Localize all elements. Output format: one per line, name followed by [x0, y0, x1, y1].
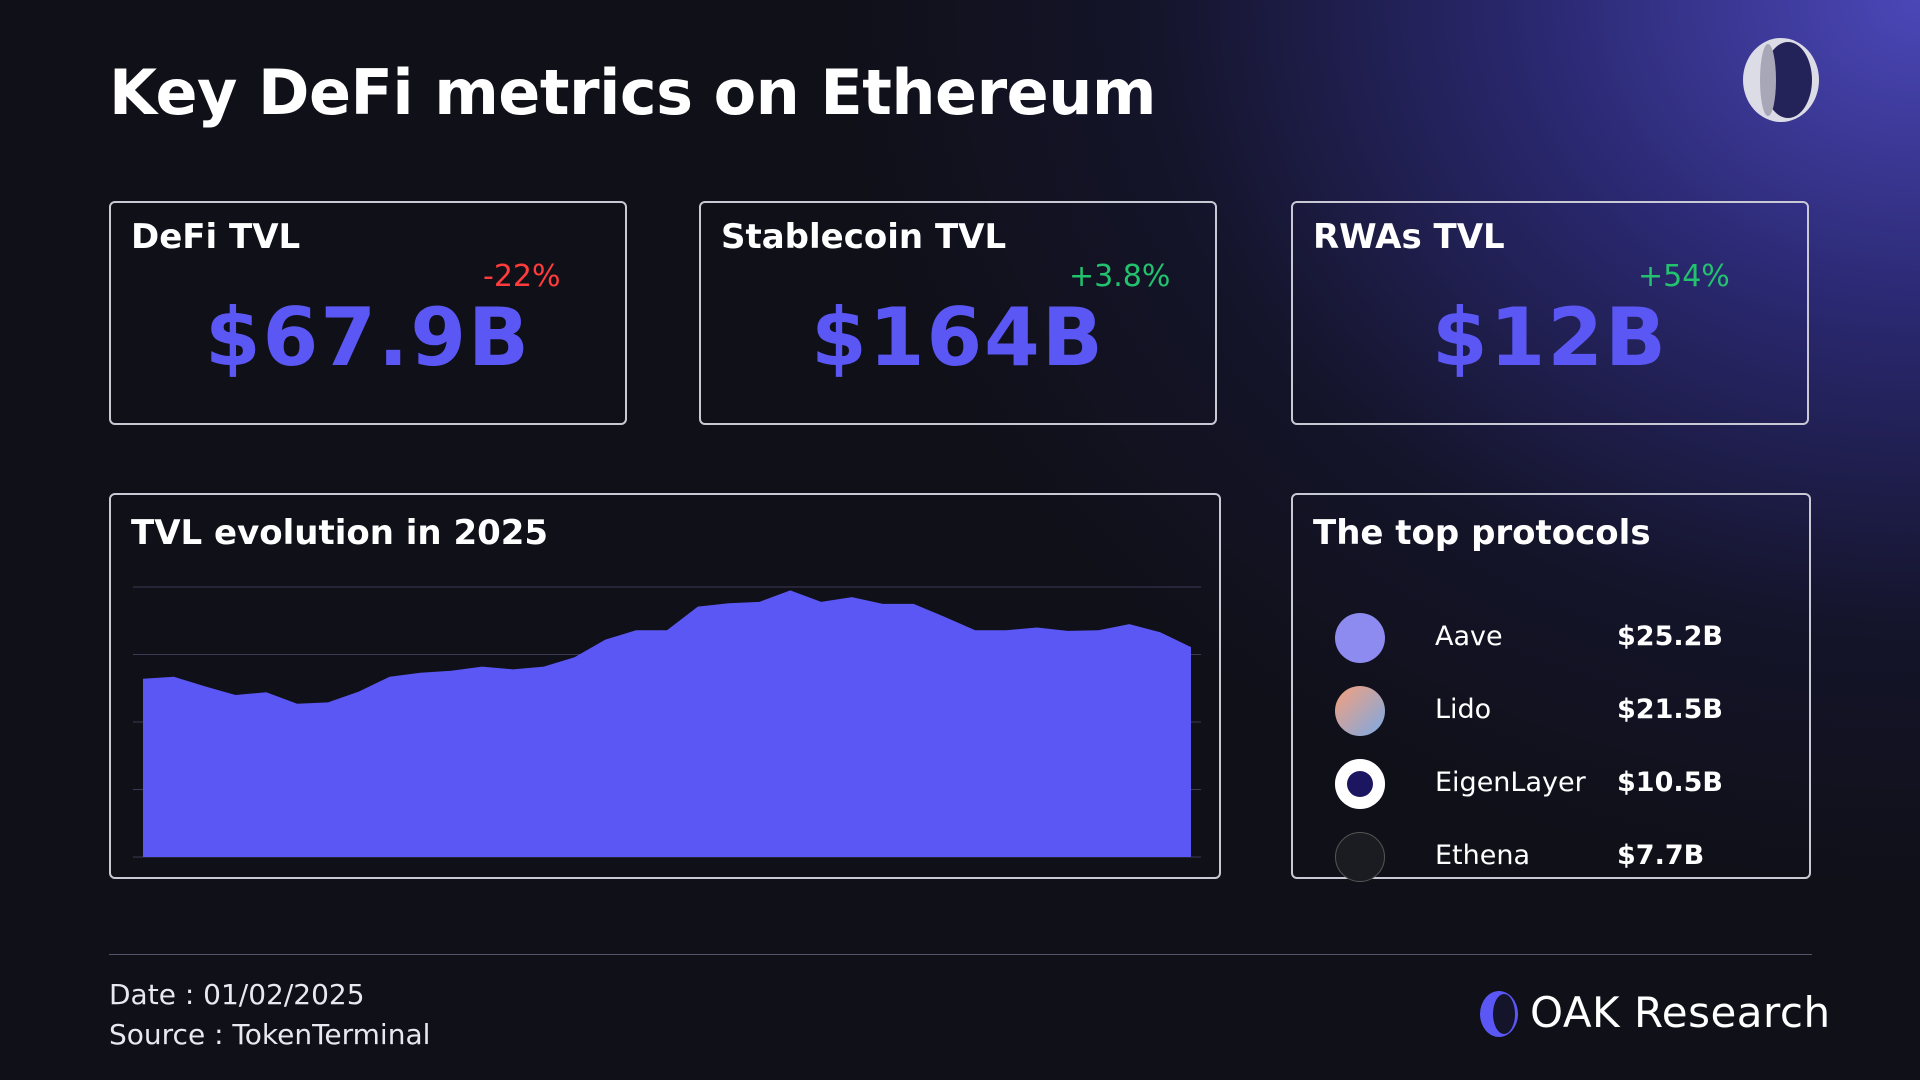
protocol-name: Ethena: [1435, 840, 1531, 871]
card-change: +54%: [1638, 259, 1730, 294]
protocol-name: Lido: [1435, 694, 1492, 725]
protocol-icon: [1335, 686, 1385, 736]
card-label: RWAs TVL: [1313, 217, 1505, 257]
metric-card: RWAs TVL +54% $12B: [1291, 201, 1809, 425]
chart: [133, 586, 1201, 858]
protocols-panel: The top protocols Aave $25.2B Lido $21.5…: [1291, 493, 1811, 882]
card-value: $164B: [811, 291, 1105, 384]
page-title: Key DeFi metrics on Ethereum: [109, 56, 1156, 129]
metric-card: DeFi TVL -22% $67.9B: [109, 201, 627, 425]
protocol-name: Aave: [1435, 621, 1503, 652]
protocol-value: $7.7B: [1617, 840, 1705, 871]
logo-mark: [1743, 38, 1819, 122]
card-label: DeFi TVL: [131, 217, 301, 257]
chart-panel: TVL evolution in 2025: [109, 493, 1221, 879]
metric-card: Stablecoin TVL +3.8% $164B: [699, 201, 1217, 425]
card-change: +3.8%: [1069, 259, 1171, 294]
protocol-row: EigenLayer $10.5B: [1293, 755, 1809, 815]
protocol-value: $21.5B: [1617, 694, 1723, 725]
protocols-title: The top protocols: [1313, 513, 1651, 553]
protocol-icon: [1335, 613, 1385, 663]
protocol-icon: [1335, 832, 1385, 882]
brand-mark: [1480, 991, 1518, 1037]
protocol-value: $25.2B: [1617, 621, 1723, 652]
protocol-row: Lido $21.5B: [1293, 682, 1809, 742]
protocol-row: Ethena $7.7B: [1293, 828, 1809, 888]
protocol-name: EigenLayer: [1435, 767, 1586, 798]
card-label: Stablecoin TVL: [721, 217, 1007, 257]
footer-source: Source : TokenTerminal: [109, 1018, 431, 1051]
card-value: $12B: [1432, 291, 1668, 384]
card-value: $67.9B: [204, 291, 532, 384]
card-change: -22%: [483, 259, 561, 294]
footer-date: Date : 01/02/2025: [109, 978, 365, 1011]
chart-title: TVL evolution in 2025: [131, 513, 549, 553]
brand-name: OAK Research: [1530, 988, 1831, 1037]
divider: [109, 954, 1812, 955]
protocol-icon: [1335, 759, 1385, 809]
protocol-row: Aave $25.2B: [1293, 609, 1809, 669]
area: [143, 590, 1191, 857]
protocol-value: $10.5B: [1617, 767, 1723, 798]
